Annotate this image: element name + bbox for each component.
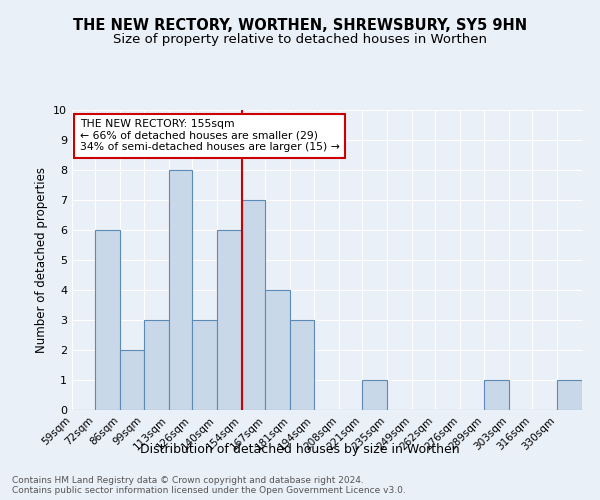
Bar — [484, 380, 509, 410]
Y-axis label: Number of detached properties: Number of detached properties — [35, 167, 47, 353]
Bar — [265, 290, 290, 410]
Text: Distribution of detached houses by size in Worthen: Distribution of detached houses by size … — [140, 442, 460, 456]
Text: Contains HM Land Registry data © Crown copyright and database right 2024.
Contai: Contains HM Land Registry data © Crown c… — [12, 476, 406, 495]
Bar — [121, 350, 143, 410]
Bar — [217, 230, 242, 410]
Bar — [362, 380, 387, 410]
Bar — [557, 380, 582, 410]
Bar — [143, 320, 169, 410]
Bar — [169, 170, 192, 410]
Bar — [242, 200, 265, 410]
Bar — [290, 320, 314, 410]
Text: THE NEW RECTORY, WORTHEN, SHREWSBURY, SY5 9HN: THE NEW RECTORY, WORTHEN, SHREWSBURY, SY… — [73, 18, 527, 32]
Text: THE NEW RECTORY: 155sqm
← 66% of detached houses are smaller (29)
34% of semi-de: THE NEW RECTORY: 155sqm ← 66% of detache… — [80, 119, 340, 152]
Bar — [192, 320, 217, 410]
Bar — [95, 230, 121, 410]
Text: Size of property relative to detached houses in Worthen: Size of property relative to detached ho… — [113, 32, 487, 46]
